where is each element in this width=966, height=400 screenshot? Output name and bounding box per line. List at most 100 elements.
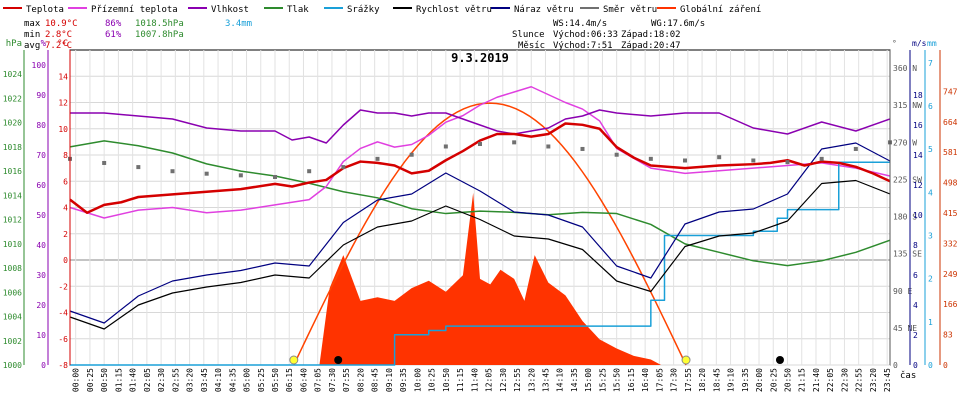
stat-label: avg bbox=[24, 41, 40, 51]
stat-temp: 7.2°C bbox=[45, 41, 72, 51]
x-axis-label: čas bbox=[900, 370, 916, 381]
stat-pressure: 1018.5hPa bbox=[135, 19, 184, 29]
moon-rise: Východ:7:51 bbox=[553, 41, 613, 51]
tick-label-humidity_pct: 90 bbox=[36, 91, 46, 100]
tick-label-pressure_hpa: 1024 bbox=[3, 70, 22, 79]
tick-label-radiation_wm2: 166 bbox=[943, 300, 958, 309]
tick-label-temperature_c: 0 bbox=[63, 256, 68, 265]
moon-label: Měsíc bbox=[518, 41, 545, 51]
x-tick-label: 04:10 bbox=[214, 368, 223, 392]
axis-label-pressure_hpa: hPa bbox=[6, 39, 22, 49]
wind-direction-point bbox=[204, 171, 209, 176]
tick-label-pressure_hpa: 1008 bbox=[3, 264, 22, 273]
wind-speed-max: WS:14.4m/s bbox=[553, 19, 607, 29]
tick-label-pressure_hpa: 1014 bbox=[3, 191, 22, 200]
x-tick-label: 21:40 bbox=[812, 368, 821, 392]
tick-label-temperature_c: 12 bbox=[58, 99, 68, 108]
stat-temp: 2.8°C bbox=[45, 30, 72, 40]
wind-direction-point bbox=[375, 156, 380, 161]
wind-direction-point bbox=[717, 155, 722, 160]
x-tick-label: 03:45 bbox=[200, 368, 209, 392]
x-tick-label: 12:30 bbox=[499, 368, 508, 392]
tick-label-wind_speed_ms: 2 bbox=[913, 331, 918, 340]
x-tick-label: 19:10 bbox=[727, 368, 736, 392]
wind-direction-point bbox=[443, 144, 448, 149]
x-tick-label: 13:45 bbox=[541, 368, 550, 392]
moonset-marker bbox=[775, 356, 784, 364]
theoretical-radiation-line bbox=[293, 102, 687, 366]
tick-label-wind_dir_deg: 90 E bbox=[893, 287, 912, 296]
x-tick-label: 22:55 bbox=[855, 368, 864, 392]
x-tick-label: 02:30 bbox=[157, 368, 166, 392]
tick-label-wind_dir_deg: 225 SW bbox=[893, 175, 922, 184]
wind-direction-point bbox=[102, 160, 107, 165]
tick-label-radiation_wm2: 664 bbox=[943, 118, 958, 127]
x-tick-label: 20:00 bbox=[755, 368, 764, 392]
legend-label: Tlak bbox=[287, 5, 309, 15]
series-vlhkost bbox=[70, 109, 891, 144]
x-tick-label: 13:20 bbox=[527, 368, 536, 392]
tick-label-wind_speed_ms: 10 bbox=[913, 211, 923, 220]
tick-label-humidity_pct: 80 bbox=[36, 121, 46, 130]
wind-direction-point bbox=[170, 169, 175, 174]
legend-label: Rychlost větru bbox=[416, 5, 492, 15]
tick-label-wind_speed_ms: 6 bbox=[913, 271, 918, 280]
tick-label-wind_dir_deg: 135 SE bbox=[893, 250, 922, 259]
tick-label-temperature_c: 10 bbox=[58, 125, 68, 134]
sunrise-marker bbox=[289, 355, 299, 365]
tick-label-wind_speed_ms: 4 bbox=[913, 301, 918, 310]
tick-label-pressure_hpa: 1020 bbox=[3, 119, 22, 128]
sunset-marker bbox=[681, 355, 691, 365]
x-tick-label: 10:25 bbox=[428, 368, 437, 392]
tick-label-rain_mm: 3 bbox=[928, 232, 933, 241]
tick-label-humidity_pct: 60 bbox=[36, 181, 46, 190]
x-tick-label: 09:35 bbox=[399, 368, 408, 392]
axis-label-humidity_pct: % bbox=[41, 39, 47, 49]
x-tick-label: 06:40 bbox=[299, 368, 308, 392]
tick-label-pressure_hpa: 1002 bbox=[3, 337, 22, 346]
x-tick-label: 02:55 bbox=[171, 368, 180, 392]
x-tick-label: 12:05 bbox=[485, 368, 494, 392]
wind-direction-point bbox=[853, 146, 858, 151]
x-tick-label: 18:20 bbox=[698, 368, 707, 392]
stat-humidity: 86% bbox=[105, 19, 122, 29]
tick-label-rain_mm: 2 bbox=[928, 275, 933, 284]
tick-label-rain_mm: 4 bbox=[928, 188, 933, 197]
wind-gust-max: WG:17.6m/s bbox=[651, 19, 705, 29]
wind-direction-point bbox=[307, 169, 312, 174]
x-tick-label: 23:45 bbox=[883, 368, 892, 392]
x-tick-label: 10:50 bbox=[442, 368, 451, 392]
legend-label: Srážky bbox=[347, 5, 380, 15]
tick-label-temperature_c: -8 bbox=[58, 361, 68, 370]
tick-label-wind_dir_deg: 45 NE bbox=[893, 324, 917, 333]
axis-label-wind_dir_deg: ° bbox=[892, 39, 897, 48]
tick-label-temperature_c: 8 bbox=[63, 151, 68, 160]
x-tick-label: 07:55 bbox=[342, 368, 351, 392]
series-tlak bbox=[69, 140, 891, 267]
x-tick-label: 09:10 bbox=[385, 368, 394, 392]
x-tick-label: 14:10 bbox=[556, 368, 565, 392]
tick-label-wind_speed_ms: 8 bbox=[913, 241, 918, 250]
daily-stats: max 10.9°C 86% 1018.5hPa 3.4mm min 2.8°C 61% 100… bbox=[24, 19, 705, 51]
wind-direction-point bbox=[512, 140, 517, 145]
x-tick-label: 05:25 bbox=[257, 368, 266, 392]
x-tick-label: 07:05 bbox=[314, 368, 323, 392]
radiation-area bbox=[293, 102, 687, 366]
x-tick-label: 18:45 bbox=[712, 368, 721, 392]
tick-label-rain_mm: 0 bbox=[928, 361, 933, 370]
tick-label-radiation_wm2: 747 bbox=[943, 87, 958, 96]
tick-label-radiation_wm2: 332 bbox=[943, 239, 958, 248]
legend-label: Vlhkost bbox=[211, 5, 249, 15]
sun-set: Západ:18:02 bbox=[621, 30, 681, 40]
moonrise-marker bbox=[334, 356, 343, 364]
tick-label-wind_speed_ms: 14 bbox=[913, 151, 923, 160]
legend-label: Náraz větru bbox=[514, 5, 574, 15]
x-tick-label: 05:50 bbox=[271, 368, 280, 392]
x-tick-label: 17:30 bbox=[670, 368, 679, 392]
tick-label-humidity_pct: 20 bbox=[36, 301, 46, 310]
x-tick-label: 20:50 bbox=[784, 368, 793, 392]
tick-label-radiation_wm2: 581 bbox=[943, 148, 958, 157]
x-tick-label: 21:15 bbox=[798, 368, 807, 392]
wind-direction-point bbox=[273, 174, 277, 179]
